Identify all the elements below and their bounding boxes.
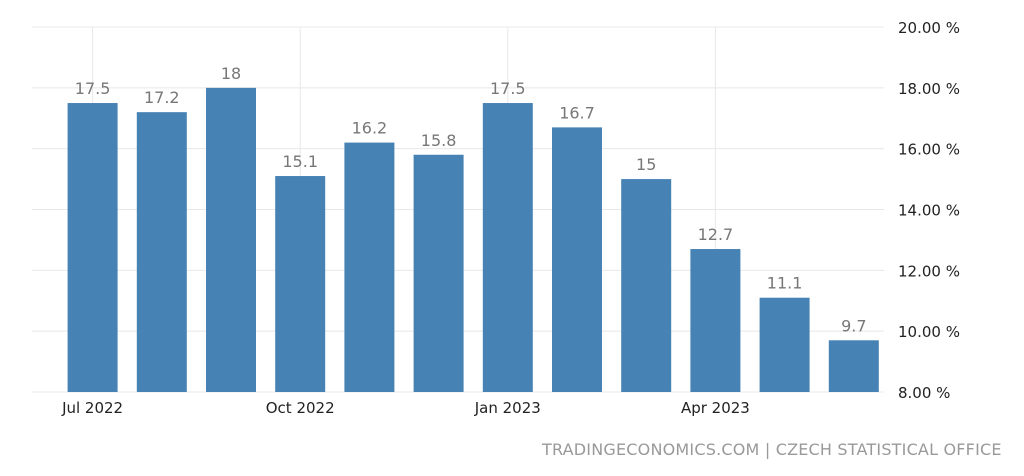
y-tick-label: 18.00 % [898,80,960,98]
x-tick-label: Jan 2023 [474,399,541,417]
bar-jun-2023 [828,340,879,392]
x-tick-label: Apr 2023 [681,399,750,417]
data-label: 17.5 [490,79,526,98]
y-axis: 8.00 % 10.00 % 12.00 % 14.00 % 16.00 % 18.00 … [898,19,960,402]
y-tick-label: 16.00 % [898,141,960,159]
x-tick-label: Oct 2022 [266,399,335,417]
bar-sep-2022 [206,87,256,392]
y-tick-label: 10.00 % [898,323,960,341]
bars-layer [67,87,879,393]
y-tick-label: 12.00 % [898,262,960,280]
bar-dec-2022 [413,154,464,392]
bar-mar-2023 [621,179,672,392]
bar-aug-2022 [136,112,187,393]
data-label: 15.8 [421,131,457,150]
data-labels-layer: 17.5 17.2 18 15.1 16.2 15.8 17.5 16.7 15 12.7 11.1… [75,64,867,335]
bar-jul-2022 [67,103,118,393]
bar-jan-2023 [482,103,533,393]
data-label: 15 [636,155,656,174]
data-label: 16.7 [559,103,595,122]
data-label: 17.5 [75,79,111,98]
y-tick-label: 14.00 % [898,202,960,220]
y-tick-label: 20.00 % [898,19,960,37]
source-credit: TRADINGECONOMICS.COM | CZECH STATISTICAL… [542,440,1002,459]
x-axis: Jul 2022 Oct 2022 Jan 2023 Apr 2023 [61,399,750,417]
bar-chart: 17.5 17.2 18 15.1 16.2 15.8 17.5 16.7 15 12.7 11.1… [32,19,960,417]
bar-may-2023 [759,297,810,392]
data-label: 11.1 [767,274,803,293]
data-label: 15.1 [282,152,318,171]
bar-apr-2023 [690,249,741,392]
bar-feb-2023 [552,127,602,392]
data-label: 18 [221,64,241,83]
data-label: 16.2 [352,119,388,138]
x-tick-label: Jul 2022 [61,399,123,417]
data-label: 9.7 [841,316,866,335]
data-label: 12.7 [698,225,734,244]
y-tick-label: 8.00 % [898,384,950,402]
bar-nov-2022 [344,142,395,392]
data-label: 17.2 [144,88,180,107]
bar-oct-2022 [275,176,326,392]
